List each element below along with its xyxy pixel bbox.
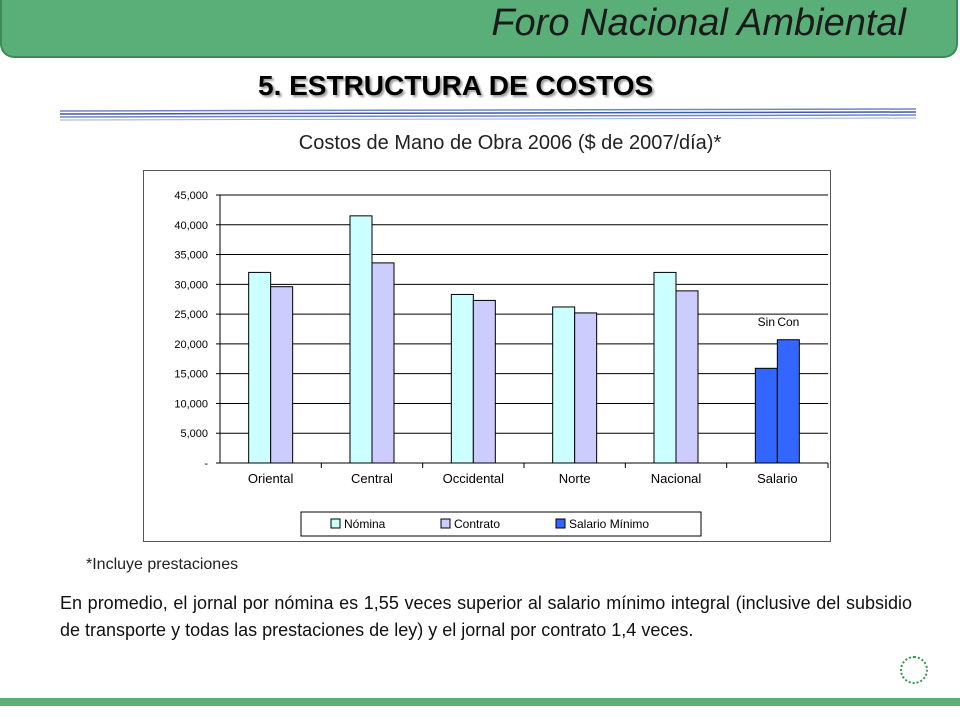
legend-swatch <box>330 518 341 529</box>
bottom-bar <box>0 698 960 706</box>
chart-title: Costos de Mano de Obra 2006 ($ de 2007/d… <box>298 132 722 154</box>
y-tick-label: 20,000 <box>174 339 208 351</box>
bar-nomina <box>349 215 373 464</box>
bar-nomina <box>653 271 677 464</box>
section-title: 5. ESTRUCTURA DE COSTOS <box>258 70 654 101</box>
dotted-circle-icon <box>900 656 928 684</box>
legend-label: Nómina <box>344 517 386 531</box>
bar-contrato <box>675 290 699 464</box>
y-tick-label: 40,000 <box>174 220 208 232</box>
y-tick-label: 30,000 <box>174 279 208 291</box>
bar-annotation: Sin <box>758 315 775 329</box>
bar-chart: - 5,000 10,000 15,000 20,000 25,000 30,000 35,0… <box>174 190 829 537</box>
bar-annotation: Con <box>777 315 799 329</box>
header-banner: Foro Nacional Ambiental <box>0 0 958 58</box>
legend-box <box>300 511 702 537</box>
legend-label: Contrato <box>454 517 500 531</box>
header-title: Foro Nacional Ambiental <box>491 2 906 44</box>
y-tick-label: 5,000 <box>180 428 208 440</box>
y-tick-label: 35,000 <box>174 250 208 262</box>
x-tick-label: Norte <box>559 471 591 486</box>
summary-paragraph: En promedio, el jornal por nómina es 1,5… <box>60 593 912 640</box>
y-tick-label: 25,000 <box>174 309 208 321</box>
bar-nomina <box>450 293 474 464</box>
bar-contrato <box>270 286 294 464</box>
y-tick-label: 15,000 <box>174 369 208 381</box>
x-tick-label: Central <box>351 471 393 486</box>
bar-salario-minimo <box>776 339 800 464</box>
legend-label: Salario Mínimo <box>569 517 649 531</box>
footnote: *Incluye prestaciones <box>86 556 239 573</box>
x-tick-label: Salario <box>757 471 797 486</box>
x-tick-label: Nacional <box>651 471 702 486</box>
y-tick-label: - <box>204 458 208 470</box>
decorative-rule <box>60 108 916 121</box>
legend-swatch <box>440 518 451 529</box>
bar-contrato <box>371 262 395 464</box>
y-tick-label: 10,000 <box>174 398 208 410</box>
bar-nomina <box>248 271 272 464</box>
x-tick-label: Occidental <box>443 471 505 486</box>
bar-nomina <box>552 306 576 464</box>
chart-container: - 5,000 10,000 15,000 20,000 25,000 30,000 35,0… <box>143 170 831 542</box>
legend-swatch <box>555 518 566 529</box>
x-tick-label: Oriental <box>248 471 294 486</box>
bar-contrato <box>472 299 496 464</box>
bar-salario-minimo <box>754 367 778 464</box>
y-tick-label: 45,000 <box>174 190 208 202</box>
bar-contrato <box>574 312 598 464</box>
